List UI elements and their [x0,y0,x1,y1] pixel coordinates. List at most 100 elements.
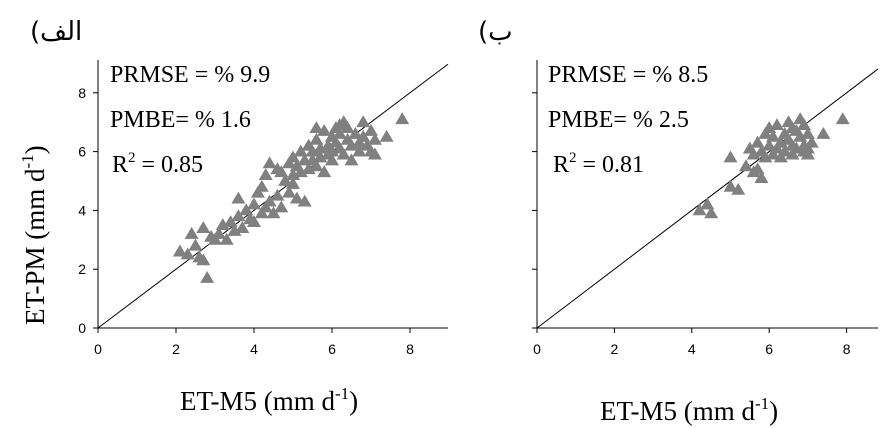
panel-a-y-label: ET-PM (mm d-1) [18,145,50,325]
panel-a-point [352,144,367,157]
panel-a-point [282,185,297,198]
panel-a-ticks: 0 2 4 6 8 0 2 4 6 8 [78,85,414,357]
panel-b-x-tick-label: 4 [688,341,696,357]
panel-a-x-tick-label: 0 [94,341,102,357]
panel-a-point [254,179,269,192]
panel-a-point [332,118,347,131]
panel-b-point [766,129,781,142]
panel-b-point [800,126,815,139]
panel-b-point [785,121,800,133]
panel-a-point [274,200,289,213]
panel-a-point [278,174,293,186]
panel-a-point [309,132,324,145]
panel-a-point [196,221,211,233]
panel-a-point [286,176,300,189]
panel-a-point [274,165,289,178]
panel-b-point [769,118,784,131]
panel-a-y-tick-label: 0 [78,320,86,336]
panel-b-ticks: 0 2 4 6 8 [532,92,851,357]
panel-b-point [723,179,738,192]
panel-a-point [262,156,277,169]
panel-a-point [247,215,261,228]
panel-a-point [188,238,203,251]
panel-b-point [762,138,777,151]
panel-a-point [200,271,215,283]
panel-b-point [731,182,746,195]
panel-a-point [286,150,300,163]
panel-b-point [700,197,715,210]
panel-a-point [262,194,277,207]
panel-a-label: (الف [30,17,82,47]
panel-a-point [317,165,332,178]
panel-a-point [332,126,347,139]
panel-a-point [293,144,308,157]
panel-b: (ب 0 2 4 6 8 PRMSE = % 8.5 PMBE= % 2.5 R2 = … [478,17,879,426]
panel-a-point [270,188,285,201]
panel-a-point [219,232,234,245]
panel-b-point [777,144,792,157]
panel-a-x-tick-label: 8 [406,341,414,357]
panel-b-point [797,118,812,131]
panel-b-prmse: PRMSE = % 8.5 [548,62,708,88]
panel-b-r2: R2 = 0.81 [553,150,644,178]
panel-a-x-tick-label: 6 [328,341,336,357]
panel-a-point [247,197,261,210]
panel-a-point [348,126,363,139]
panel-a-point [309,159,324,172]
panel-b-pmbe: PMBE= % 2.5 [548,107,689,133]
panel-b-x-tick-label: 8 [843,341,851,357]
panel-a-point [266,206,281,219]
panel-b-x-tick-label: 6 [765,341,773,357]
panel-a-point [235,221,250,233]
panel-b-point [800,141,815,154]
panel-a-y-tick-label: 6 [78,144,86,160]
panel-a-point [379,129,394,142]
panel-a-point [356,129,371,142]
panel-a-point [344,153,359,166]
panel-a-x-label: ET-M5 (mm d-1) [180,384,358,416]
panel-a-point [258,168,273,181]
panel-a-point [336,147,351,160]
panel-a-point [309,121,324,133]
panel-a-point [180,247,195,260]
panel-b-point [692,203,707,216]
panel-b-x-tick-label: 2 [611,341,619,357]
panel-a-pmbe: PMBE= % 1.6 [110,107,251,133]
panel-a-point [297,194,312,207]
panel-b-plot-area [536,68,879,329]
panel-b-point [750,135,765,148]
panel-a-y-tick-label: 8 [78,85,86,101]
panel-a-point [223,215,238,228]
panel-b-point [835,112,850,125]
panel-a-point [325,153,339,166]
panel-a-y-tick-label: 2 [78,261,86,277]
panel-b-label: (ب [478,17,513,47]
panel-b-point [816,126,831,139]
panel-a-point [184,226,199,239]
panel-a-point [289,191,304,204]
panel-a-point [286,168,300,181]
panel-a-one-to-one-line [97,63,449,329]
panel-a-point [367,147,382,160]
panel-a-point [364,124,378,136]
panel-b-point [754,171,769,183]
panel-a-x-tick-label: 2 [172,341,180,357]
panel-a-r2: R2 = 0.85 [112,150,203,178]
panel-a-point [196,253,211,266]
panel-a-point [231,191,246,204]
panel-a-point [239,203,254,216]
panel-a-point [211,226,226,239]
panel-b-point [723,150,738,163]
panel-a-point [231,209,246,222]
panel-b-x-label: ET-M5 (mm d-1) [600,394,778,426]
panel-a-x-tick-label: 4 [250,341,258,357]
panel-a: (الف 0 2 4 6 8 0 2 4 6 8 PRMSE = % 9.9 PMBE= % 1.… [18,17,449,416]
panel-b-point [704,206,719,219]
panel-b-x-tick-label: 0 [533,341,541,357]
panel-a-prmse: PRMSE = % 9.9 [110,62,270,88]
panel-a-point [395,112,410,125]
panel-a-y-tick-label: 4 [78,202,86,218]
panel-b-point [746,165,761,178]
panel-a-plot-area [97,63,449,329]
